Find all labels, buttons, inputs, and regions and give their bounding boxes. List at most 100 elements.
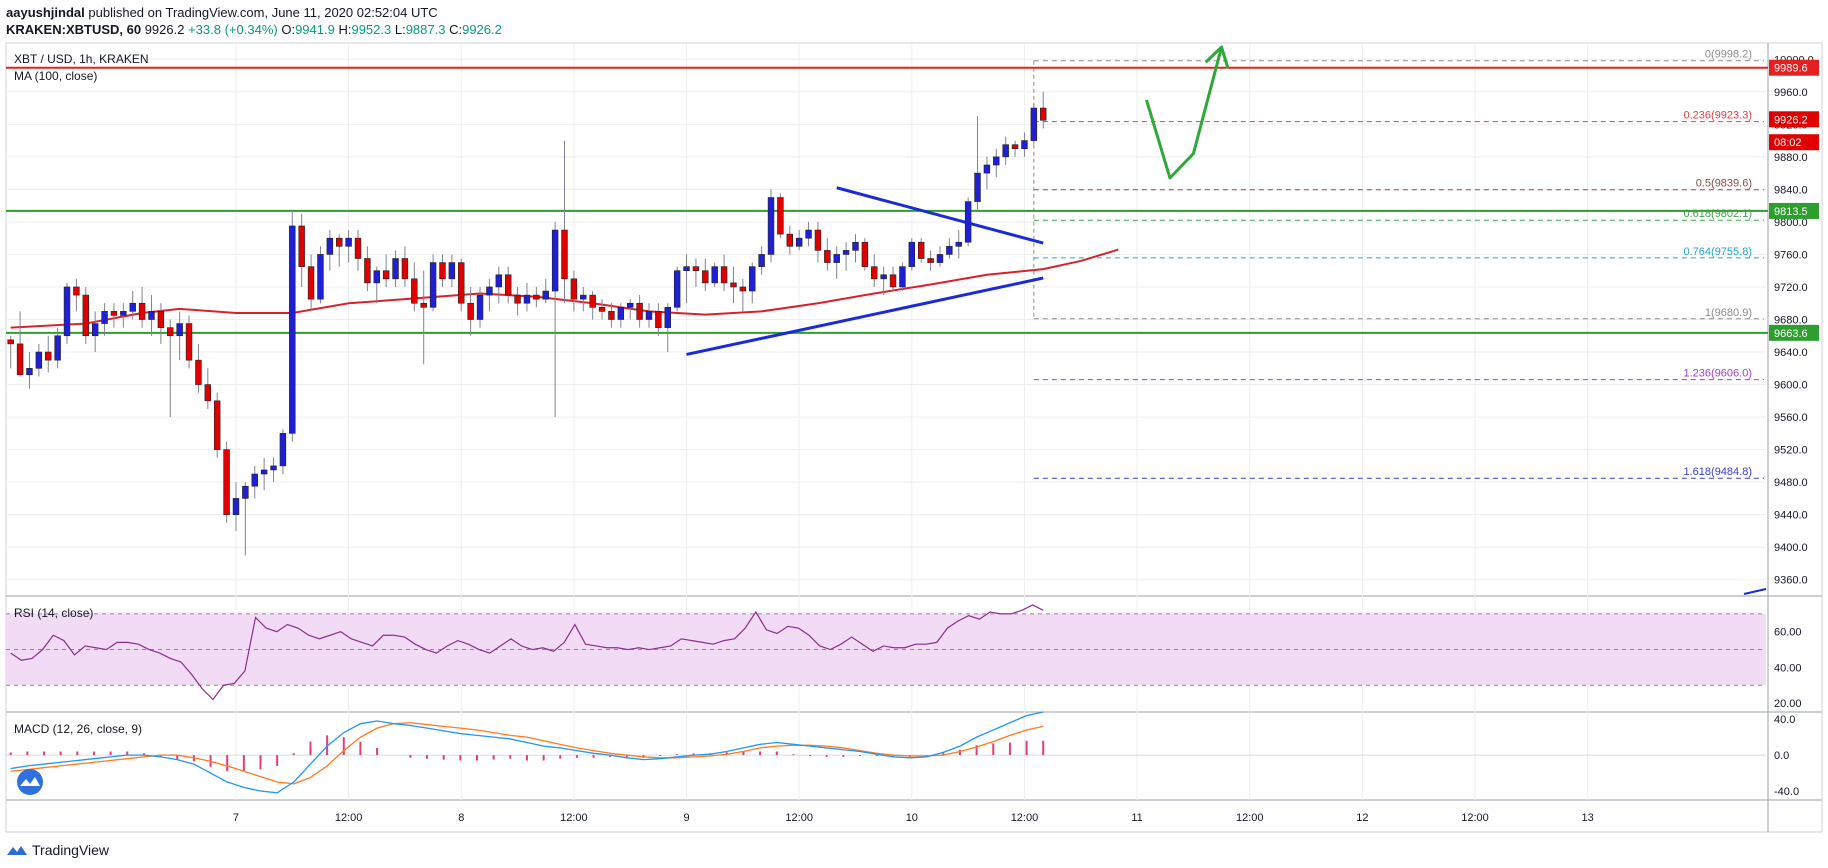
candle-body <box>16 343 24 376</box>
candle-body <box>73 286 80 296</box>
candle <box>185 315 193 369</box>
candle-body <box>317 254 324 300</box>
publication-header: aayushjindal published on TradingView.co… <box>6 4 502 38</box>
candle <box>26 352 33 389</box>
candle-body <box>786 233 793 247</box>
candle <box>1021 132 1028 157</box>
candle <box>927 250 934 271</box>
candle-body <box>354 237 362 259</box>
change-value: +33.8 (+0.34%) <box>188 22 278 37</box>
candle-body <box>749 266 756 292</box>
candle-body <box>833 254 840 263</box>
low-value: 9887.3 <box>405 22 446 37</box>
candle <box>786 225 793 255</box>
candle-body <box>129 302 136 312</box>
y-tick-label: 9600.0 <box>1774 380 1808 392</box>
author-name[interactable]: aayushjindal <box>6 5 85 20</box>
candle-body <box>26 367 33 376</box>
candle <box>167 319 174 418</box>
candle <box>589 291 596 320</box>
candle-body <box>692 266 700 272</box>
candle <box>899 262 906 292</box>
candle-body <box>504 274 512 296</box>
candle <box>110 303 118 328</box>
candle-body <box>82 294 89 337</box>
candle-body <box>486 286 493 296</box>
candle <box>533 286 540 308</box>
candle <box>373 266 380 304</box>
candle-body <box>758 254 765 267</box>
candle <box>120 303 127 328</box>
candle <box>1002 136 1009 165</box>
candle <box>232 482 240 531</box>
candle-body <box>148 311 155 320</box>
macd-tick-label: -40.0 <box>1774 786 1799 798</box>
candle-body <box>795 237 803 247</box>
candle-body <box>608 311 615 320</box>
candle-body <box>551 229 559 292</box>
low-label: L: <box>394 22 406 37</box>
main-legend[interactable]: XBT / USD, 1h, KRAKEN <box>14 52 149 66</box>
candle <box>354 230 362 271</box>
y-tick-label: 9840.0 <box>1774 184 1808 196</box>
y-tick-label: 9960.0 <box>1774 87 1808 99</box>
candle <box>880 266 887 296</box>
candle <box>392 250 399 287</box>
candle <box>54 327 61 369</box>
candle-body <box>232 498 240 515</box>
candle <box>946 238 953 259</box>
candle <box>551 221 559 418</box>
candle <box>458 258 465 312</box>
forecast-arrow-path <box>1145 46 1224 180</box>
candle <box>1011 140 1019 157</box>
candle-body <box>270 465 277 471</box>
last-value: 9926.2 <box>144 22 185 37</box>
candle <box>251 465 258 499</box>
candle-body <box>91 323 99 337</box>
candle-body <box>673 270 681 308</box>
y-tick-label: 9680.0 <box>1774 315 1808 327</box>
candle <box>35 343 43 377</box>
candle-body <box>842 250 850 255</box>
macd-legend[interactable]: MACD (12, 26, close, 9) <box>14 722 143 736</box>
x-tick-label: 13 <box>1582 812 1594 824</box>
candle-body <box>627 302 634 308</box>
candle-body <box>739 286 747 292</box>
last-price-tag <box>1769 111 1819 128</box>
footer-brand[interactable]: TradingView <box>6 842 109 858</box>
last-price-tag-label: 9926.2 <box>1774 114 1808 126</box>
candle-body <box>514 294 521 304</box>
x-tick-label: 12 <box>1356 812 1368 824</box>
ma-legend[interactable]: MA (100, close) <box>14 69 98 83</box>
tv-watermark-icon <box>17 769 43 795</box>
candle <box>364 246 371 292</box>
candle-body <box>336 237 343 247</box>
candle-body <box>138 302 146 320</box>
fib-level-label: 1.618(9484.8) <box>1684 466 1753 478</box>
candle-body <box>7 339 14 345</box>
candle <box>627 299 634 320</box>
candle <box>974 116 981 210</box>
candle-body <box>664 307 671 328</box>
x-tick-label: 8 <box>458 812 464 824</box>
candle-body <box>589 294 596 308</box>
rsi-legend[interactable]: RSI (14, close) <box>14 606 94 620</box>
candle <box>270 457 277 483</box>
candle <box>655 303 662 336</box>
candle <box>495 266 503 304</box>
resistance-tag <box>1769 59 1819 76</box>
candle-body <box>289 225 296 434</box>
x-tick-label: 12:00 <box>1011 812 1039 824</box>
candle-body <box>880 274 887 280</box>
candle-body <box>195 359 202 385</box>
rsi-line <box>10 604 1044 701</box>
candle <box>7 335 14 369</box>
candle <box>317 246 324 304</box>
y-tick-label: 9560.0 <box>1774 412 1808 424</box>
candle-body <box>411 278 418 304</box>
candle-body <box>1040 107 1047 121</box>
candle-body <box>1030 107 1038 141</box>
x-tick-label: 7 <box>233 812 239 824</box>
candle <box>401 246 409 287</box>
candle-body <box>279 433 287 467</box>
